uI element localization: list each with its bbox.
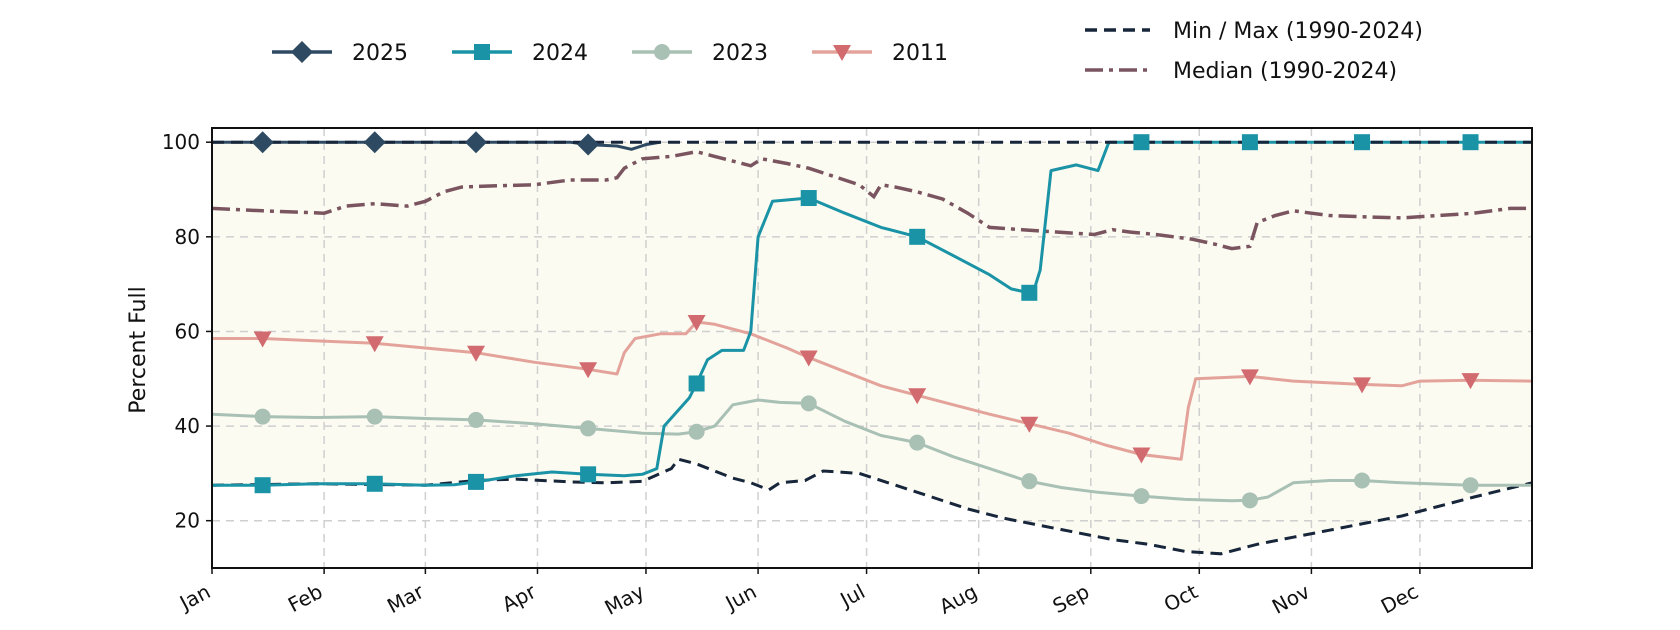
marker-2023: [1133, 488, 1150, 505]
marker-2024: [1354, 134, 1371, 151]
marker-2024: [580, 466, 597, 483]
legend-label-2011: 2011: [892, 41, 948, 66]
marker-2011: [365, 336, 384, 353]
y-tick-label: 100: [162, 130, 200, 154]
series-line-2025: [212, 140, 661, 151]
plot-frame: [211, 127, 1533, 569]
marker-2023: [1462, 477, 1479, 494]
x-tick-label: Aug: [935, 579, 981, 619]
marker-2011: [1020, 416, 1039, 433]
legend-marker-2011: [833, 45, 851, 61]
marker-2011: [1132, 447, 1151, 464]
marker-2024: [688, 375, 705, 392]
y-axis-label: Percent Full: [126, 286, 151, 413]
marker-2023: [1021, 473, 1038, 490]
marker-2024: [254, 477, 271, 494]
marker-2023: [800, 395, 817, 412]
legend-label-2025: 2025: [352, 41, 408, 66]
marker-2011: [1461, 373, 1480, 390]
legend-marker-2023: [654, 44, 670, 60]
legend-marker-2024: [474, 44, 490, 60]
marker-2025: [465, 131, 487, 154]
marker-2023: [468, 411, 484, 428]
legend-label-median: Median (1990-2024): [1173, 59, 1397, 84]
marker-2023: [366, 408, 383, 425]
x-tick-label: Jul: [835, 579, 869, 612]
marker-2024: [909, 228, 926, 245]
x-tick-label: Apr: [498, 579, 541, 617]
legend-label-2024: 2024: [532, 41, 588, 66]
legend-label-minmax: Min / Max (1990-2024): [1173, 19, 1423, 44]
marker-2024: [468, 473, 484, 490]
plot-area: [212, 128, 1532, 568]
x-tick-label: Jan: [174, 579, 214, 616]
series-line-2023: [212, 398, 1532, 503]
marker-2024: [1021, 284, 1038, 301]
x-tick-label: Dec: [1377, 579, 1422, 618]
marker-2023: [688, 423, 705, 440]
x-tick-label: Mar: [383, 579, 428, 618]
x-tick-label: May: [601, 579, 649, 620]
median-line: [212, 149, 1532, 251]
y-tick-label: 80: [175, 225, 200, 249]
marker-2023: [1354, 472, 1371, 489]
marker-2011: [579, 362, 598, 379]
legend-label-2023: 2023: [712, 41, 768, 66]
legend-marker-2025: [291, 41, 313, 63]
x-tick-label: Jun: [720, 579, 761, 616]
marker-2011: [467, 345, 485, 362]
legend: 2025 2024 2023 2011 Min / Max (1990-2024) Med…: [272, 19, 1423, 84]
y-tick-label: 20: [175, 509, 200, 533]
marker-2024: [1241, 134, 1258, 151]
marker-2011: [1353, 377, 1372, 394]
marker-2024: [366, 475, 383, 492]
marker-2023: [1241, 492, 1258, 509]
marker-2023: [254, 408, 271, 425]
marker-2025: [577, 133, 600, 156]
marker-2011: [799, 350, 818, 367]
marker-2024: [1462, 134, 1479, 151]
marker-2025: [363, 131, 386, 154]
marker-2023: [909, 434, 926, 451]
y-tick-label: 40: [175, 414, 200, 438]
x-tick-label: Nov: [1268, 579, 1314, 619]
x-tick-label: Feb: [284, 579, 327, 617]
min-line: [212, 457, 1532, 556]
marker-2023: [580, 420, 597, 437]
marker-2011: [908, 388, 927, 405]
marker-2011: [687, 314, 706, 331]
y-tick-label: 60: [175, 319, 200, 343]
marker-2024: [1133, 134, 1150, 151]
x-tick-label: Oct: [1160, 579, 1202, 616]
x-tick-label: Sep: [1049, 579, 1094, 618]
marker-2011: [1240, 369, 1259, 386]
marker-2025: [251, 131, 274, 154]
marker-2024: [800, 190, 817, 207]
min-max-band: [212, 142, 1532, 554]
marker-2011: [253, 331, 272, 348]
